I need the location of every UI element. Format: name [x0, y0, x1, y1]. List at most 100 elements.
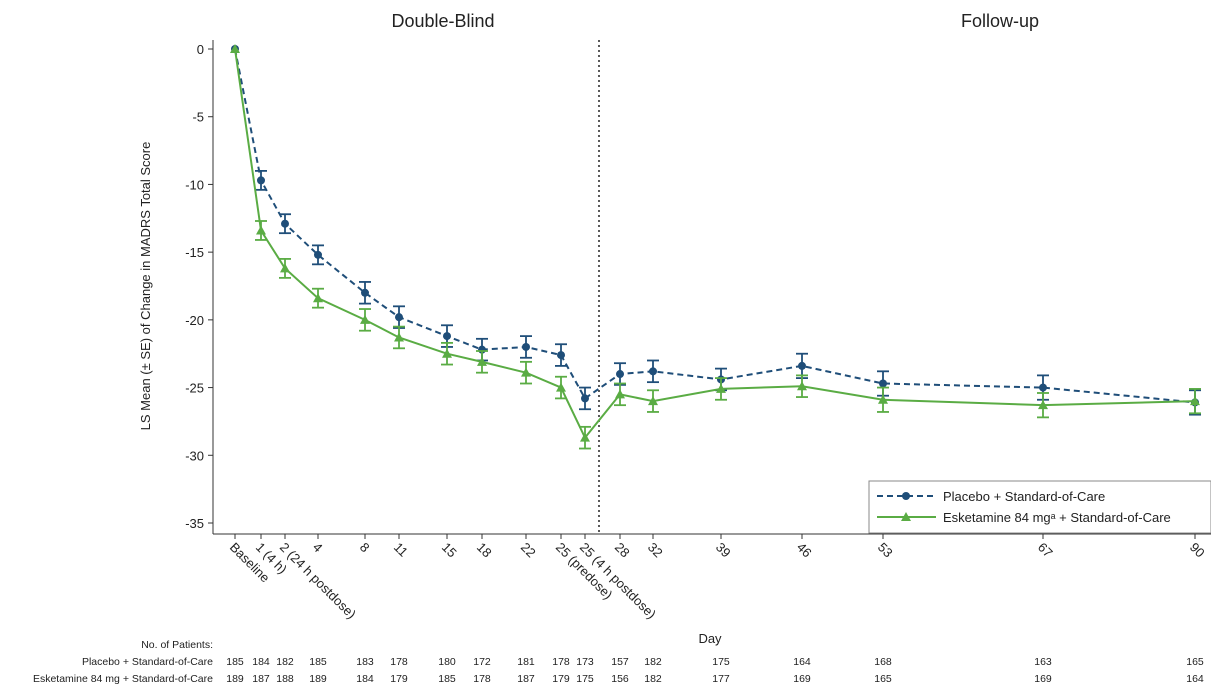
data-point — [557, 351, 565, 360]
patients-count: 187 — [517, 673, 535, 685]
data-point — [521, 367, 531, 377]
y-tick-label: -20 — [185, 313, 204, 328]
data-point — [257, 176, 265, 185]
phase-label-double-blind: Double-Blind — [391, 11, 494, 31]
legend-marker — [902, 492, 910, 500]
patients-count: 178 — [552, 656, 570, 668]
data-point — [394, 332, 404, 342]
x-tick-label: 32 — [645, 540, 666, 561]
x-tick-label: 22 — [518, 540, 539, 561]
y-axis-label: LS Mean (± SE) of Change in MADRS Total … — [138, 142, 153, 431]
patients-count: 175 — [576, 673, 594, 685]
patients-count: 185 — [438, 673, 456, 685]
data-point — [798, 361, 806, 370]
y-tick-label: -35 — [185, 516, 204, 531]
patients-count: 182 — [644, 656, 662, 668]
x-tick-label: 90 — [1187, 540, 1208, 561]
patients-count: 187 — [252, 673, 270, 685]
patients-count: 188 — [276, 673, 294, 685]
patients-count: 185 — [226, 656, 244, 668]
data-point — [797, 381, 807, 391]
x-tick-label: 15 — [439, 540, 460, 561]
series-esketamine — [230, 44, 1201, 450]
y-tick-label: 0 — [197, 42, 204, 57]
patients-count: 177 — [712, 673, 730, 685]
series-line — [234, 48, 1196, 404]
patients-count: 156 — [611, 673, 629, 685]
y-tick-label: -25 — [185, 381, 204, 396]
patients-count: 181 — [517, 656, 535, 668]
patients-count: 172 — [473, 656, 491, 668]
patients-count: 189 — [226, 673, 244, 685]
patients-count: 179 — [390, 673, 408, 685]
data-point — [878, 394, 888, 404]
data-point — [556, 382, 566, 392]
x-tick-label: 8 — [357, 540, 373, 556]
patients-row-label: Esketamine 84 mg + Standard-of-Care — [33, 673, 213, 685]
patients-count: 184 — [252, 656, 270, 668]
patients-count: 173 — [576, 656, 594, 668]
legend-label: Esketamine 84 mgᵃ + Standard-of-Care — [943, 510, 1171, 525]
patients-count: 179 — [552, 673, 570, 685]
x-tick-label: 18 — [474, 540, 495, 561]
patients-count: 169 — [1034, 673, 1052, 685]
data-point — [442, 348, 452, 358]
patients-row-label: Placebo + Standard-of-Care — [82, 656, 213, 668]
legend-box — [868, 480, 1211, 534]
legend-label: Placebo + Standard-of-Care — [943, 489, 1105, 504]
y-tick-label: -5 — [192, 110, 204, 125]
data-point — [361, 288, 369, 297]
x-tick-label: 46 — [794, 540, 815, 561]
data-point — [256, 225, 266, 235]
x-tick-label: 39 — [713, 540, 734, 561]
patients-count: 184 — [356, 673, 374, 685]
patients-count: 182 — [644, 673, 662, 685]
data-point — [280, 263, 290, 273]
patients-count: 185 — [309, 656, 327, 668]
patients-count: 180 — [438, 656, 456, 668]
patients-count: 169 — [793, 673, 811, 685]
data-point — [314, 250, 322, 259]
patients-count: 175 — [712, 656, 730, 668]
data-point — [230, 44, 240, 53]
x-tick-label: 11 — [391, 540, 411, 560]
y-tick-label: -30 — [185, 448, 204, 463]
patients-count: 165 — [874, 673, 892, 685]
x-axis-label: Day — [698, 631, 722, 646]
x-tick-label: 28 — [612, 540, 633, 561]
data-point — [360, 314, 370, 324]
data-point — [581, 394, 589, 403]
phase-label-follow-up: Follow-up — [961, 11, 1039, 31]
patients-count: 183 — [356, 656, 374, 668]
patients-count: 168 — [874, 656, 892, 668]
legend: Placebo + Standard-of-Care Esketamine 84 … — [868, 480, 1211, 534]
y-tick-label: -15 — [185, 245, 204, 260]
patients-count: 178 — [473, 673, 491, 685]
data-point — [281, 219, 289, 228]
data-point — [1039, 383, 1047, 392]
data-point — [716, 383, 726, 393]
data-point — [580, 432, 590, 442]
patients-count: 163 — [1034, 656, 1052, 668]
x-tick-label: 4 — [310, 540, 326, 556]
patients-count: 178 — [390, 656, 408, 668]
data-point — [615, 389, 625, 399]
x-tick-label: 67 — [1035, 540, 1056, 561]
data-point — [649, 367, 657, 376]
patients-count: 157 — [611, 656, 629, 668]
data-point — [879, 379, 887, 388]
patients-count: 164 — [1186, 673, 1204, 685]
patients-table-title: No. of Patients: — [141, 639, 213, 651]
data-point — [1190, 396, 1200, 406]
data-point — [443, 332, 451, 341]
series-line — [234, 48, 1196, 440]
data-point — [616, 370, 624, 379]
x-tick-label: 53 — [875, 540, 896, 561]
patients-count: 164 — [793, 656, 811, 668]
data-point — [313, 293, 323, 303]
legend-marker — [901, 512, 911, 521]
data-point — [395, 313, 403, 322]
patients-count: 165 — [1186, 656, 1204, 668]
